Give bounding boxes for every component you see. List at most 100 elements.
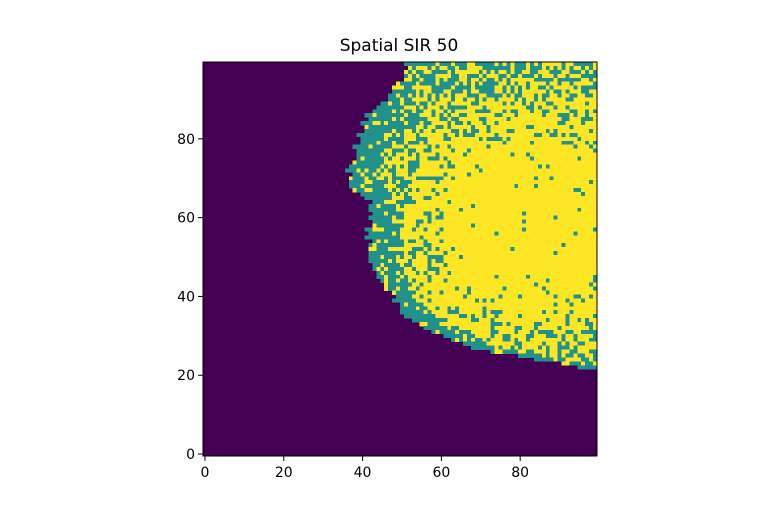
heatmap-cell — [549, 325, 554, 331]
heatmap-cell — [380, 176, 385, 181]
heatmap-cell — [533, 65, 539, 71]
heatmap-cell — [431, 168, 436, 173]
heatmap-cell — [569, 345, 574, 350]
heatmap-cell — [400, 128, 405, 134]
heatmap-cell — [593, 113, 598, 118]
heatmap-cell — [577, 164, 582, 169]
heatmap-cell — [502, 97, 507, 102]
heatmap-cell — [415, 203, 420, 209]
heatmap-cell — [549, 255, 554, 260]
heatmap-cell — [463, 97, 468, 102]
heatmap-cell — [518, 172, 523, 177]
heatmap-cell — [561, 69, 566, 75]
heatmap-cell — [415, 239, 420, 244]
heatmap-cell — [545, 325, 551, 331]
heatmap-cell — [537, 235, 543, 240]
heatmap-cell — [423, 73, 428, 79]
heatmap-cell — [451, 262, 456, 268]
heatmap-cell — [569, 199, 574, 205]
heatmap-cell — [530, 341, 535, 346]
heatmap-cell — [514, 278, 519, 283]
heatmap-cell — [486, 310, 491, 315]
heatmap-cell — [577, 345, 582, 350]
heatmap-cell — [541, 255, 547, 260]
heatmap-cell — [482, 231, 487, 236]
heatmap-cell — [403, 69, 409, 75]
heatmap-cell — [384, 278, 389, 283]
heatmap-cell — [533, 125, 539, 130]
heatmap-cell — [443, 302, 448, 307]
heatmap-cell — [451, 290, 456, 295]
heatmap-cell — [510, 192, 515, 197]
heatmap-cell — [364, 132, 369, 138]
heatmap-cell — [356, 144, 361, 149]
heatmap-cell — [553, 345, 558, 350]
heatmap-cell — [581, 357, 586, 362]
heatmap-cell — [537, 306, 543, 311]
heatmap-cell — [561, 160, 566, 165]
heatmap-cell — [530, 333, 535, 339]
heatmap-cell — [490, 152, 495, 157]
heatmap-cell — [585, 247, 590, 252]
heatmap-cells — [344, 62, 598, 370]
heatmap-cell — [360, 176, 365, 181]
heatmap-cell — [502, 199, 507, 205]
heatmap-cell — [415, 314, 420, 319]
heatmap-cell — [490, 325, 495, 331]
heatmap-cell — [573, 239, 578, 244]
heatmap-cell — [593, 101, 598, 106]
heatmap-cell — [431, 77, 436, 82]
heatmap-cell — [455, 89, 460, 94]
heatmap-cell — [510, 125, 515, 130]
heatmap-cell — [443, 113, 448, 118]
heatmap-cell — [419, 160, 424, 165]
heatmap-cell — [573, 180, 578, 185]
heatmap-cell — [470, 176, 476, 181]
heatmap-cell — [585, 243, 590, 248]
heatmap-cell — [478, 251, 484, 256]
heatmap-cell — [451, 231, 456, 236]
heatmap-cell — [537, 270, 543, 276]
heatmap-cell — [407, 207, 413, 213]
heatmap-cell — [565, 180, 570, 185]
heatmap-cell — [549, 172, 554, 177]
heatmap-cell — [431, 243, 436, 248]
heatmap-cell — [510, 160, 515, 165]
heatmap-cell — [514, 219, 519, 224]
heatmap-cell — [423, 302, 428, 307]
heatmap-cell — [380, 231, 385, 236]
heatmap-cell — [478, 243, 484, 248]
heatmap-cell — [533, 85, 539, 90]
heatmap-cell — [419, 215, 424, 220]
heatmap-cell — [494, 349, 499, 354]
heatmap-cell — [427, 219, 432, 224]
heatmap-cell — [435, 211, 440, 216]
heatmap-cell — [522, 239, 527, 244]
heatmap-cell — [455, 152, 460, 157]
heatmap-cell — [593, 270, 598, 276]
heatmap-cell — [514, 192, 519, 197]
heatmap-cell — [447, 219, 452, 224]
heatmap-cell — [490, 85, 495, 90]
heatmap-cell — [581, 192, 586, 197]
heatmap-cell — [451, 207, 456, 213]
heatmap-cell — [518, 184, 523, 189]
heatmap-cell — [514, 140, 519, 146]
heatmap-cell — [376, 211, 381, 216]
heatmap-cell — [553, 128, 558, 134]
heatmap-cell — [494, 231, 499, 236]
heatmap-cell — [514, 156, 519, 161]
heatmap-cell — [537, 278, 543, 283]
heatmap-cell — [577, 259, 582, 264]
heatmap-cell — [466, 341, 472, 346]
heatmap-cell — [561, 274, 566, 279]
heatmap-cell — [478, 314, 484, 319]
heatmap-cell — [415, 188, 420, 193]
heatmap-cell — [443, 223, 448, 228]
heatmap-cell — [427, 227, 432, 232]
heatmap-cell — [486, 172, 491, 177]
heatmap-cell — [502, 117, 507, 122]
heatmap-cell — [490, 251, 495, 256]
heatmap-cell — [533, 184, 539, 189]
heatmap-cell — [537, 282, 543, 287]
